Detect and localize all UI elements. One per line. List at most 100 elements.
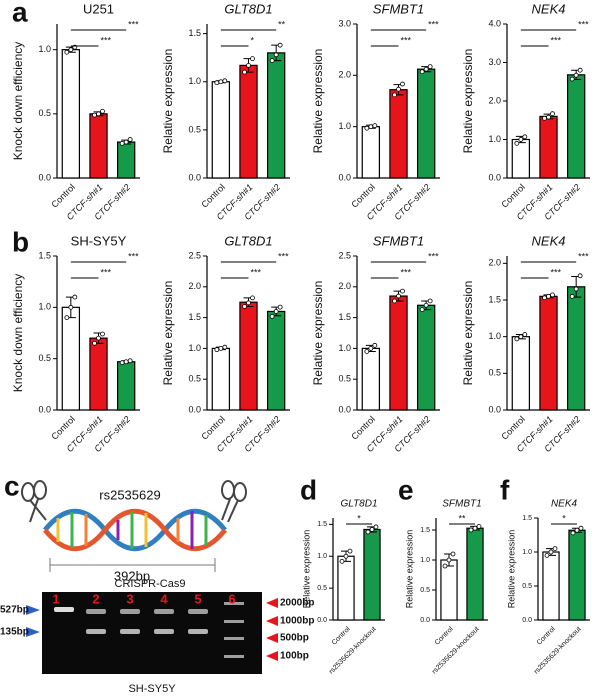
x-tick-label: rs2535629-knockout: [533, 626, 583, 676]
data-point: [222, 78, 228, 84]
marker-label: 2000bp: [280, 598, 314, 609]
y-axis-label: Relative expression: [161, 49, 175, 154]
data-point: [92, 112, 97, 118]
panel-label: a: [12, 0, 28, 27]
panel-label: e: [398, 474, 414, 505]
x-tick-label: rs2535629-knockout: [328, 626, 378, 676]
data-point: [68, 304, 74, 310]
significance-label: ***: [401, 35, 412, 45]
y-tick-label: 2.0: [488, 95, 501, 105]
data-point: [372, 342, 378, 348]
chart-title: NEK4: [532, 1, 566, 16]
data-point: [400, 81, 405, 87]
marker-arrow: [26, 627, 40, 637]
significance-label: ***: [551, 267, 562, 277]
bar: [542, 551, 560, 621]
marker-arrow: [266, 598, 278, 608]
y-tick-label: 1.5: [420, 527, 430, 534]
data-point: [476, 524, 482, 529]
y-axis-label: Knock down efficiency: [11, 42, 25, 161]
y-tick-label: 1.5: [188, 312, 201, 322]
data-point: [365, 529, 371, 535]
bar: [416, 304, 436, 411]
y-tick-label: 0.5: [488, 368, 501, 378]
data-point: [64, 315, 70, 321]
data-point: [214, 347, 220, 353]
significance-label: ***: [251, 267, 262, 277]
data-point: [364, 125, 370, 131]
y-tick-label: 0.0: [188, 172, 201, 182]
helix-strand: [43, 508, 227, 552]
bar: [539, 295, 558, 411]
data-point: [364, 349, 370, 354]
bar: [239, 64, 258, 179]
marker-label: 100bp: [280, 651, 309, 662]
data-point: [343, 553, 349, 559]
bar: [61, 49, 81, 179]
panel-label: f: [500, 474, 510, 505]
bar: [89, 337, 108, 411]
y-tick-label: 1.5: [188, 28, 201, 38]
data-point: [442, 563, 448, 569]
gel-bands: [54, 602, 244, 658]
y-tick-label: 0.0: [488, 172, 501, 182]
bar: [61, 306, 81, 411]
x-tick-label: rs2535629-knockout: [431, 626, 481, 676]
scissors: [21, 480, 47, 523]
data-point: [218, 345, 224, 351]
chart-title: NEK4: [551, 499, 578, 510]
y-tick-label: 2.5: [188, 250, 201, 260]
significance-label: ***: [428, 251, 439, 261]
data-point: [419, 307, 425, 312]
marker-label: 135bp: [0, 627, 29, 638]
marker-label: 500bp: [280, 633, 309, 644]
significance-label: **: [458, 513, 466, 523]
data-point: [569, 293, 575, 299]
data-point: [96, 335, 101, 341]
bar: [566, 74, 586, 179]
y-tick-label: 3.0: [338, 18, 351, 28]
gel-image: [42, 592, 262, 674]
bar: [440, 559, 458, 621]
lane-label: 5: [194, 591, 201, 606]
data-point: [123, 139, 129, 145]
data-point: [427, 64, 433, 70]
marker-arrow: [266, 616, 278, 626]
bar: [337, 555, 355, 621]
y-axis-label: Relative expression: [404, 530, 414, 609]
significance-label: ***: [551, 35, 562, 45]
data-point: [119, 360, 125, 366]
bar: [116, 361, 136, 411]
data-point: [368, 345, 374, 351]
y-tick-label: 3.0: [488, 57, 501, 67]
bar: [539, 115, 558, 179]
data-point: [542, 115, 547, 121]
y-tick-label: 2.5: [338, 250, 351, 260]
bar: [511, 336, 531, 411]
y-tick-label: 1.0: [188, 343, 201, 353]
dna-diagram: rs2535629 392bp: [21, 480, 247, 583]
y-tick-label: 0.5: [317, 585, 327, 592]
gel: CRISPR-Cas9 1 2 3 4 5 6 527bp 135bp: [0, 578, 314, 695]
data-point: [68, 47, 74, 53]
y-tick-label: 1.0: [522, 549, 532, 556]
y-tick-label: 4.0: [488, 18, 501, 28]
chart-title: GLT8D1: [224, 1, 272, 16]
y-tick-label: 0.0: [38, 404, 51, 414]
y-tick-label: 0.5: [188, 124, 201, 134]
snp-label: rs2535629: [99, 487, 160, 502]
data-point: [277, 42, 283, 48]
data-point: [472, 525, 478, 531]
lane-label: 3: [126, 591, 133, 606]
data-point: [72, 294, 78, 300]
data-point: [419, 69, 425, 75]
marker-arrow: [266, 633, 278, 643]
gel-title: CRISPR-Cas9: [115, 578, 186, 590]
y-tick-label: 0.5: [38, 353, 51, 363]
data-point: [573, 286, 579, 292]
y-axis-label: Relative expression: [461, 49, 475, 154]
y-tick-label: 1.5: [317, 521, 327, 528]
data-point: [550, 292, 555, 298]
y-axis-label: Relative expression: [301, 530, 311, 609]
data-point: [273, 309, 279, 314]
